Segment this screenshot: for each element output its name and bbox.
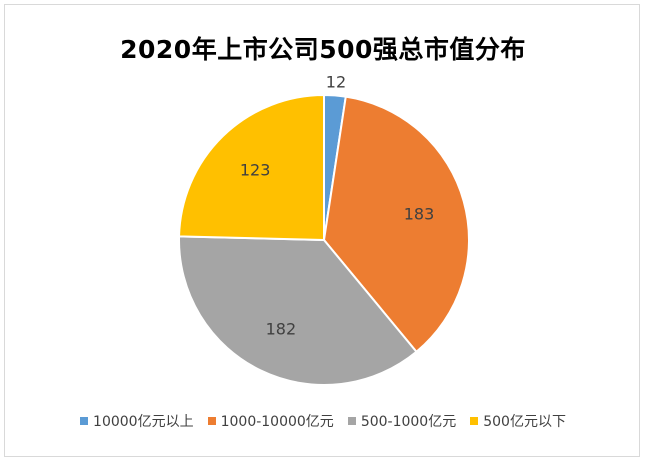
legend-item-under-500: 500亿元以下 [470,411,566,431]
pie-slice-500-1000 [178,235,418,386]
legend-swatch [470,417,479,425]
pie-slice-under-500 [178,93,325,242]
data-label: 183 [404,205,435,224]
data-label: 182 [266,320,297,339]
legend-label: 10000亿元以上 [93,414,194,430]
legend-swatch [347,417,356,425]
legend-item-over-10000: 10000亿元以上 [80,411,194,431]
chart-legend: 10000亿元以上 1000-10000亿元 500-1000亿元 500亿元以… [0,411,646,431]
legend-item-1000-10000: 1000-10000亿元 [207,411,334,431]
legend-label: 1000-10000亿元 [220,414,334,430]
legend-swatch [207,417,216,425]
legend-item-500-1000: 500-1000亿元 [347,411,457,431]
legend-label: 500-1000亿元 [360,414,457,430]
legend-label: 500亿元以下 [483,414,566,430]
chart-title: 2020年上市公司500强总市值分布 [120,35,526,64]
pie-slice-1000-10000 [322,95,470,354]
data-label: 12 [326,72,346,91]
data-label: 123 [240,160,271,179]
legend-swatch [80,417,89,425]
